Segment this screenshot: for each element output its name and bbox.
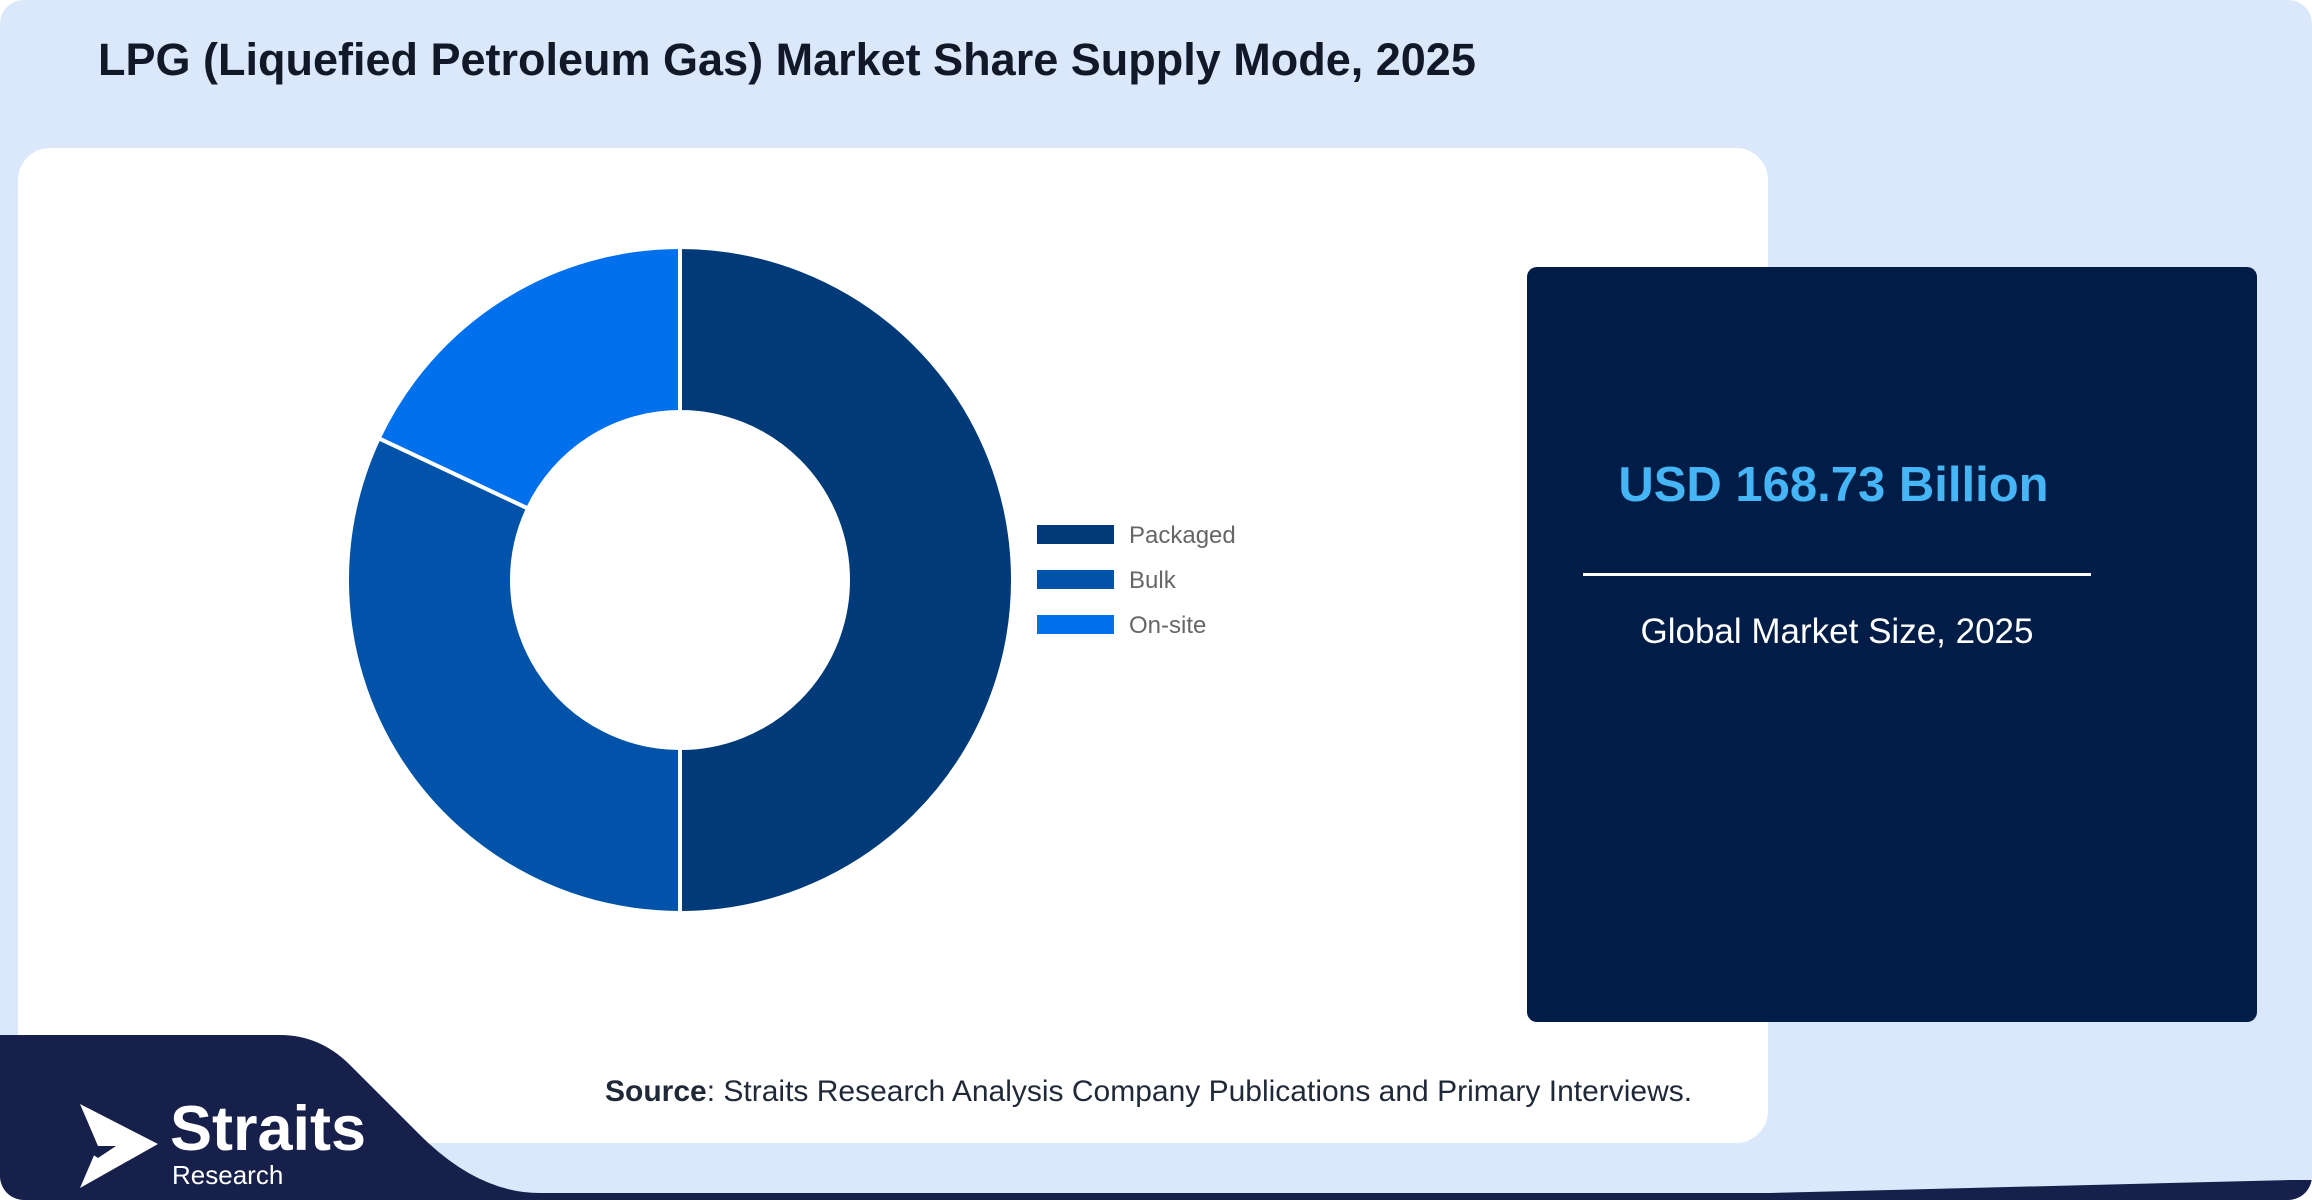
footer-shape (0, 1035, 2312, 1200)
legend-label-on-site: On-site (1129, 612, 1206, 639)
logo-subtitle: Research (172, 1160, 284, 1190)
footer-accent-stripe (1770, 1180, 2312, 1193)
market-size-value: USD 168.73 Billion (1618, 458, 2049, 512)
donut-slices (345, 244, 1015, 916)
straits-research-logo: Straits Research (78, 1094, 408, 1192)
donut-slice-bulk (345, 435, 682, 916)
source-note: Source: Straits Research Analysis Compan… (605, 1072, 1755, 1112)
legend-swatch-packaged (1037, 525, 1114, 544)
legend-label-packaged: Packaged (1129, 522, 1236, 549)
legend-label-bulk: Bulk (1129, 567, 1177, 594)
donut-slice-on-site (376, 244, 682, 512)
logo-name: Straits (170, 1094, 367, 1164)
legend-swatch-on-site (1037, 615, 1114, 634)
chart-legend: Packaged Bulk On-site (1037, 522, 1236, 639)
market-size-caption: Global Market Size, 2025 (1640, 612, 2034, 651)
donut-slice-packaged (678, 244, 1015, 916)
page-title: LPG (Liquefied Petroleum Gas) Market Sha… (98, 34, 1476, 85)
arrow-bird-icon (80, 1104, 158, 1188)
donut-chart: Packaged Bulk On-site (345, 244, 1236, 916)
source-label: Source (605, 1075, 707, 1108)
market-size-card: USD 168.73 Billion Global Market Size, 2… (1527, 267, 2257, 1022)
source-text: : Straits Research Analysis Company Publ… (706, 1075, 1693, 1108)
card-divider (1583, 573, 2091, 576)
legend-swatch-bulk (1037, 570, 1114, 589)
